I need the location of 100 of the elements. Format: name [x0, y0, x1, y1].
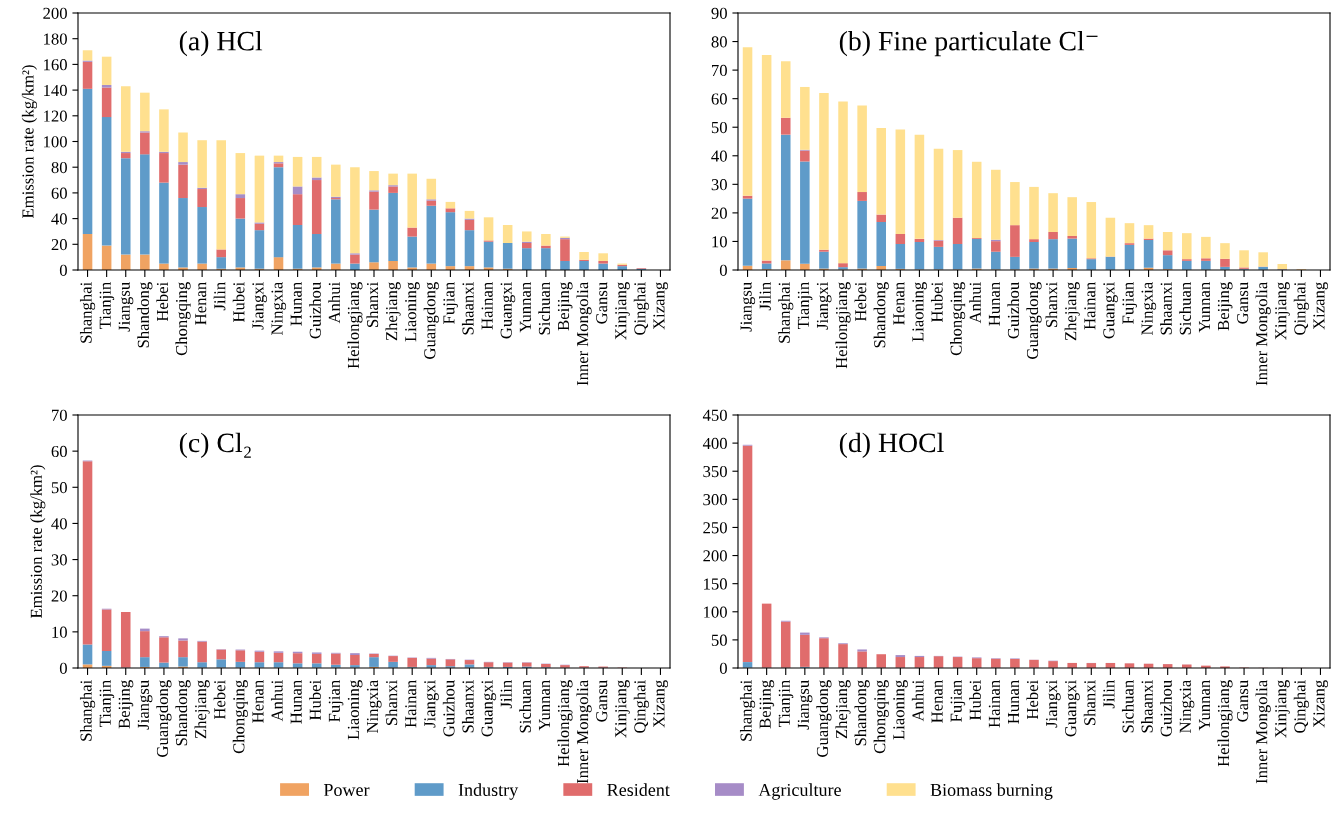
x-tick-label: Anhui	[328, 282, 340, 324]
x-tick-label: Tianjin	[778, 680, 794, 728]
x-tick-label: Sichuan	[519, 680, 531, 733]
y-tick-label: 30	[711, 179, 727, 191]
y-tick-label: 0	[59, 662, 67, 674]
x-tick-label: Fujian	[328, 680, 344, 722]
x-tick-label: Beijing	[1217, 282, 1233, 331]
y-tick-label: 50	[51, 481, 67, 494]
y-tick-label: 120	[44, 110, 67, 122]
y-tick-label: 60	[51, 187, 67, 199]
y-tick-label: 40	[51, 213, 67, 225]
legend-label: Industry	[458, 783, 519, 800]
y-tick-label: 60	[711, 93, 727, 105]
x-tick-label: Henan	[252, 680, 264, 723]
x-tick-label: Inner Mongolia	[1255, 680, 1271, 784]
x-tick-label: Sichuan	[1179, 282, 1191, 335]
x-tick-label: Hubei	[969, 680, 981, 721]
legend-label: Biomass burning	[930, 783, 1053, 800]
x-tick-label: Liaoning	[347, 680, 363, 740]
x-tick-label: Xinjiang	[1275, 282, 1290, 340]
x-tick-label: Shanghai	[739, 680, 756, 741]
y-tick-label: 160	[44, 59, 67, 71]
y-tick-label: 80	[51, 161, 67, 174]
x-tick-label: Zhejiang	[1064, 282, 1080, 341]
x-tick-label: Jiangxi	[424, 680, 439, 728]
x-tick-label: Anhui	[911, 680, 924, 722]
text: (c) Cl₂	[179, 432, 251, 458]
x-tick-label: Jiangxi	[1046, 680, 1061, 728]
x-tick-label: Chongqing	[175, 282, 191, 356]
x-tick-label: Shanghai	[778, 282, 794, 343]
x-tick-label: Liaoning	[912, 282, 927, 342]
y-tick-label: 10	[52, 626, 67, 638]
x-tick-label: Hubei	[232, 282, 245, 323]
x-tick-label: Ningxia	[271, 282, 287, 336]
x-tick-label: Jiangsu	[797, 680, 813, 730]
y-tick-label: 70	[712, 64, 727, 77]
x-tick-label: Jiangsu	[740, 282, 756, 332]
x-tick-label: Jiangxi	[252, 282, 267, 330]
x-tick-label: Ningxia	[366, 680, 382, 734]
x-tick-label: Sichuan	[1121, 680, 1134, 733]
x-tick-label: Hebei	[156, 282, 169, 322]
x-tick-label: Shandong	[873, 282, 889, 348]
x-tick-label: Yunnan	[1198, 680, 1211, 731]
x-tick-label: Guangxi	[1103, 282, 1118, 339]
x-tick-label: Xinjiang	[615, 680, 630, 738]
y-tick-label: 0	[719, 264, 727, 276]
x-tick-label: Hunan	[290, 680, 302, 724]
x-tick-label: Zhejiang	[835, 680, 851, 739]
y-tick-label: 20	[51, 239, 67, 251]
x-tick-label: Gansu	[596, 282, 608, 324]
x-tick-label: Inner Mongolia	[576, 680, 592, 784]
y-tick-label: 150	[704, 578, 727, 590]
y-tick-label: 350	[703, 465, 727, 478]
x-tick-label: Hubei	[309, 680, 321, 721]
y-tick-label: 10	[712, 236, 727, 248]
x-tick-label: Qinghai	[1293, 680, 1309, 733]
x-tick-label: Inner Mongolia	[1255, 282, 1271, 386]
y-axis-title: Emission rate (kg/km²)	[21, 65, 38, 219]
x-tick-label: Shanxi	[385, 680, 398, 725]
y-tick-label: 40	[711, 150, 727, 162]
x-tick-label: Inner Mongolia	[576, 282, 592, 386]
x-tick-label: Yunnan	[519, 282, 531, 333]
x-tick-label: Xizang	[653, 282, 669, 330]
x-tick-label: Hunan	[988, 282, 1000, 326]
x-tick-label: Qinghai	[1293, 282, 1309, 335]
x-tick-label: Henan	[893, 282, 905, 325]
y-tick-label: 100	[44, 136, 67, 148]
y-tick-label: 30	[51, 554, 67, 566]
y-tick-label: 80	[711, 36, 727, 48]
x-tick-label: Hainan	[988, 680, 1000, 728]
x-tick-label: Guangxi	[500, 282, 516, 339]
x-tick-label: Chongqing	[873, 680, 889, 754]
x-tick-label: Shanxi	[1045, 282, 1058, 327]
x-tick-label: Fujian	[443, 282, 458, 324]
legend-label: Agriculture	[758, 783, 841, 800]
y-tick-label: 40	[51, 518, 67, 530]
x-tick-label: Beijing	[759, 680, 775, 729]
x-tick-label: Hebei	[854, 282, 867, 322]
x-tick-label: Guizhou	[309, 282, 321, 339]
x-tick-label: Zhejiang	[194, 680, 210, 739]
x-tick-label: Xinjiang	[615, 282, 630, 340]
y-tick-label: 140	[44, 84, 67, 97]
text: (d) HOCl	[839, 432, 944, 458]
x-tick-label: Shandong	[854, 680, 870, 746]
x-tick-label: Beijing	[118, 680, 134, 729]
x-tick-label: Jilin	[213, 282, 226, 311]
x-tick-label: Yunnan	[538, 680, 551, 731]
x-tick-label: Chongqing	[950, 282, 966, 356]
x-tick-label: Shaanxi	[1141, 680, 1153, 733]
y-tick-label: 20	[51, 590, 67, 602]
x-tick-label: Guangdong	[423, 282, 439, 359]
x-tick-label: Guangxi	[1065, 680, 1080, 737]
x-tick-label: Xinjiang	[1275, 680, 1290, 738]
x-tick-label: Heilongjiang	[835, 282, 851, 369]
x-tick-label: Sichuan	[538, 282, 551, 335]
legend-label: Power	[323, 784, 370, 797]
x-tick-label: Anhui	[270, 680, 283, 722]
x-tick-label: Shanghai	[79, 680, 96, 741]
x-tick-label: Xizang	[1313, 680, 1329, 728]
y-tick-label: 20	[711, 207, 727, 219]
